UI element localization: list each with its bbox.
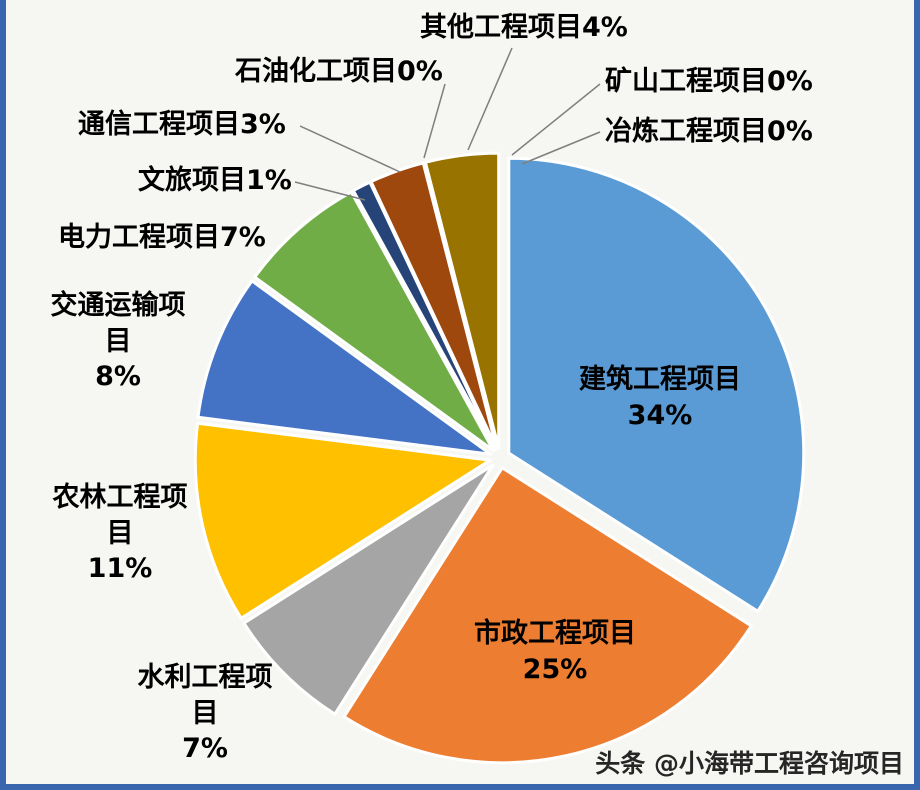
leader-line (521, 131, 601, 165)
slice-label-water: 水利工程项 目 7% (137, 662, 273, 765)
leader-line (423, 83, 446, 159)
leader-line (294, 181, 366, 201)
slice-label-municipal: 市政工程项目 25% (474, 618, 636, 685)
slice-label-culture-travel: 文旅项目1% (138, 165, 292, 196)
slice-label-other: 其他工程项目4% (420, 12, 628, 43)
slice-label-agroforestry: 农林工程项 目 11% (52, 482, 188, 585)
leader-line (299, 125, 401, 173)
slice-label-petrochemical: 石油化工项目0% (235, 56, 443, 87)
slice-label-smelting: 冶炼工程项目0% (605, 116, 813, 147)
slice-label-power: 电力工程项目7% (58, 222, 266, 253)
pie-slice-1 (342, 466, 753, 765)
pie-slice-4 (196, 279, 493, 456)
pie-slice-3 (193, 421, 492, 620)
leader-line (511, 83, 601, 156)
pie-slice-2 (242, 463, 495, 716)
pie-slice-5 (253, 190, 495, 452)
slice-label-construction: 建筑工程项目 34% (579, 364, 741, 431)
watermark: 头条 @小海带工程咨询项目 (595, 749, 904, 778)
pie-slice-0 (507, 156, 806, 613)
slice-label-transport: 交通运输项 目 8% (50, 290, 186, 393)
leader-line (467, 47, 513, 151)
slice-label-mining: 矿山工程项目0% (605, 66, 813, 97)
pie-slice-9 (423, 151, 501, 450)
slice-label-telecom: 通信工程项目3% (78, 109, 286, 140)
